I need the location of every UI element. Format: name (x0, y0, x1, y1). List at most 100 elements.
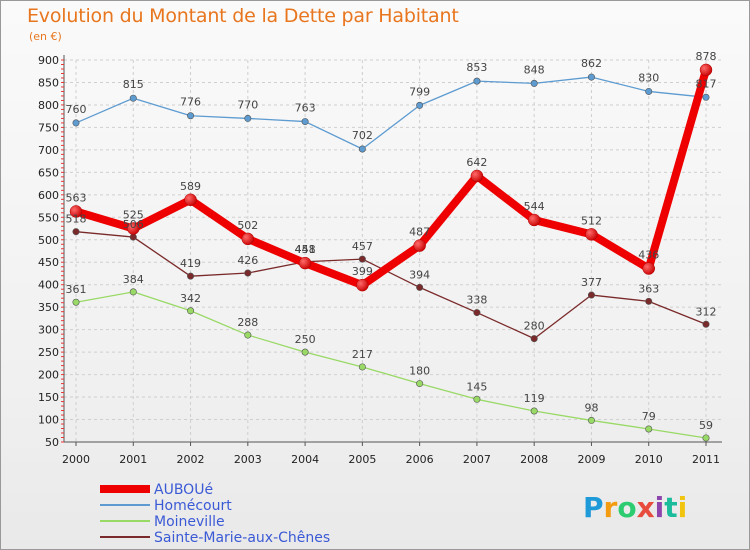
data-point (129, 288, 137, 296)
data-point (473, 395, 481, 403)
x-tick-label: 2001 (119, 453, 147, 466)
logo-letter: r (604, 491, 618, 524)
data-point (416, 380, 424, 388)
data-label: 776 (180, 96, 201, 109)
logo-letter: i (655, 491, 665, 524)
data-label: 342 (180, 292, 201, 305)
data-point (356, 278, 369, 292)
data-labels: 760 815 776 770 763 702 799 853 848 862 830 817 361 3… (66, 50, 717, 432)
x-tick-label: 2010 (635, 453, 663, 466)
data-label: 280 (524, 320, 545, 333)
logo-text: Proxiti (583, 491, 687, 524)
data-label: 817 (696, 77, 717, 90)
x-tick-label: 2002 (177, 453, 205, 466)
data-point (645, 425, 653, 433)
data-label: 848 (524, 63, 545, 76)
data-point (702, 434, 710, 442)
x-tick-label: 2003 (234, 453, 262, 466)
series-moineville (72, 288, 710, 442)
proxiti-logo: Proxiti (583, 491, 687, 524)
logo-letter: o (617, 491, 636, 524)
data-label: 180 (409, 365, 430, 378)
data-point (187, 112, 195, 120)
data-point (241, 232, 255, 246)
series-line (72, 65, 710, 290)
data-point (72, 298, 80, 306)
data-point (184, 193, 197, 207)
y-tick-label: 300 (38, 324, 59, 337)
data-point (473, 309, 481, 317)
y-tick-label: 550 (38, 211, 59, 224)
y-tick-label: 500 (38, 234, 59, 247)
y-tick-label: 50 (45, 436, 59, 449)
y-tick-label: 100 (38, 414, 59, 427)
data-label: 288 (237, 316, 258, 329)
data-label: 312 (696, 305, 717, 318)
legend-label: Moineville (154, 514, 225, 530)
data-point (129, 94, 137, 102)
y-tick-label: 450 (38, 256, 59, 269)
x-tick-label: 2000 (62, 453, 90, 466)
data-label: 448 (295, 243, 316, 256)
series-aubou- (69, 63, 713, 292)
data-point (645, 87, 653, 95)
legend: AUBOUéHomécourtMoinevilleSainte-Marie-au… (100, 482, 330, 546)
data-label: 563 (66, 191, 87, 204)
data-label: 799 (409, 85, 430, 98)
data-point (587, 291, 595, 299)
x-tick-label: 2007 (463, 453, 491, 466)
data-label: 451 (295, 243, 316, 256)
y-tick-label: 800 (38, 99, 59, 112)
data-label: 363 (638, 282, 659, 295)
data-point (72, 228, 80, 236)
data-label: 119 (524, 392, 545, 405)
series-layer (69, 63, 713, 442)
data-point (587, 73, 595, 81)
data-point (244, 269, 252, 277)
data-label: 338 (466, 294, 487, 307)
data-label: 589 (180, 180, 201, 193)
data-label: 419 (180, 257, 201, 270)
series-line (75, 291, 707, 439)
data-label: 830 (638, 71, 659, 84)
data-label: 642 (466, 156, 487, 169)
data-point (301, 118, 309, 126)
series-line (75, 76, 707, 150)
data-point (298, 256, 312, 270)
data-label: 862 (581, 57, 602, 70)
series-hom-court (72, 73, 710, 153)
data-label: 98 (584, 401, 598, 414)
y-tick-label: 200 (38, 369, 59, 382)
data-label: 853 (466, 61, 487, 74)
legend-label: AUBOUé (154, 482, 213, 498)
legend-label: Sainte-Marie-aux-Chênes (154, 530, 330, 546)
logo-letter: t (664, 491, 677, 524)
y-tick-label: 600 (38, 189, 59, 202)
y-tick-label: 350 (38, 301, 59, 314)
y-tick-label: 400 (38, 279, 59, 292)
logo-letter: P (583, 491, 604, 524)
y-tick-label: 250 (38, 346, 59, 359)
data-label: 502 (237, 219, 258, 232)
data-point (699, 63, 713, 77)
data-point (530, 407, 538, 415)
data-point (642, 262, 655, 275)
data-label: 760 (66, 103, 87, 116)
y-tick-label: 650 (38, 166, 59, 179)
logo-letter: i (678, 491, 688, 524)
data-point (416, 101, 424, 109)
data-point (69, 205, 83, 218)
data-label: 250 (295, 333, 316, 346)
data-point (358, 255, 366, 263)
data-point (413, 239, 426, 252)
data-label: 702 (352, 129, 373, 142)
data-point (702, 93, 710, 101)
x-tick-label: 2004 (291, 453, 319, 466)
data-label: 518 (66, 213, 87, 226)
data-point (72, 119, 80, 127)
data-label: 770 (237, 98, 258, 111)
data-label: 399 (352, 265, 373, 278)
data-point (702, 320, 710, 328)
data-label: 878 (696, 50, 717, 63)
